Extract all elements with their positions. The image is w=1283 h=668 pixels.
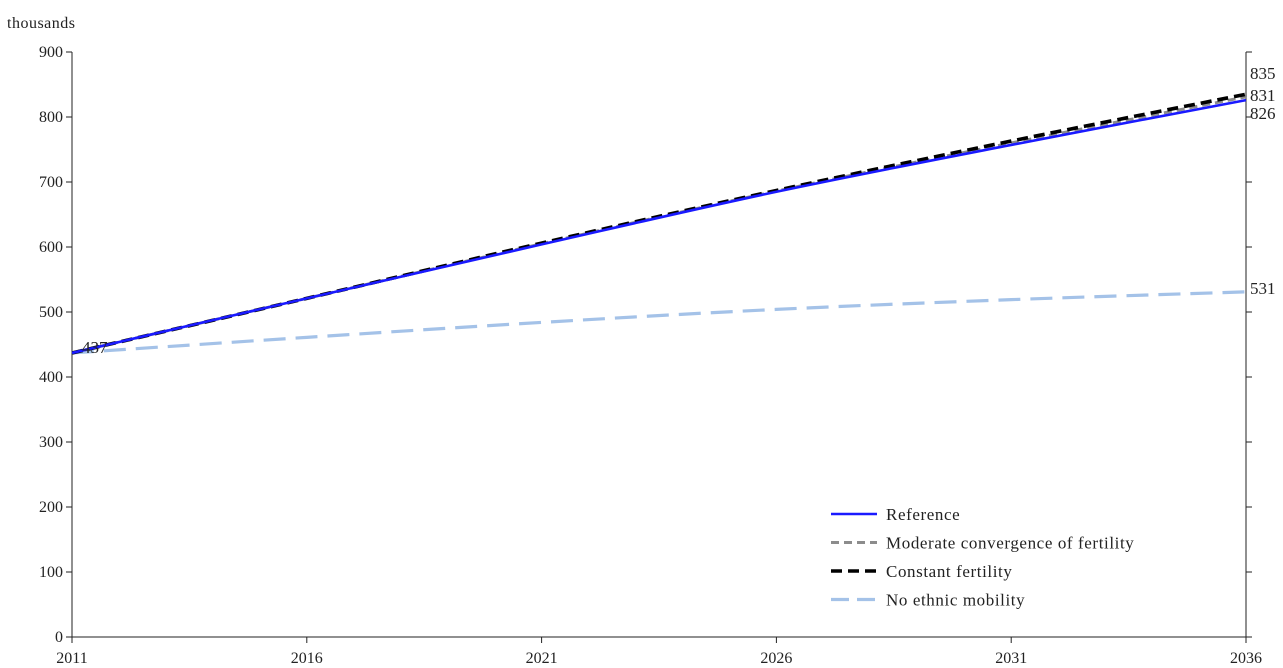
x-tick-label: 2021 [526,650,558,667]
x-tick-label: 2036 [1230,650,1262,667]
end-value-label: 831 [1250,86,1276,105]
y-unit-label: thousands [7,15,76,32]
y-tick-label: 700 [39,174,63,191]
y-tick-label: 400 [39,369,63,386]
x-tick-label: 2016 [291,650,323,667]
legend-label: Moderate convergence of fertility [886,534,1134,553]
y-tick-label: 600 [39,239,63,256]
y-tick-label: 500 [39,304,63,321]
legend-label: Reference [886,505,960,524]
y-tick-label: 100 [39,564,63,581]
y-tick-label: 300 [39,434,63,451]
legend: Reference Moderate convergence of fertili… [831,505,1134,610]
end-value-label: 826 [1250,104,1276,123]
x-tick-label: 2011 [56,650,87,667]
axes [66,51,1252,643]
end-value-label: 835 [1250,64,1276,83]
legend-label: Constant fertility [886,562,1012,581]
end-value-label: 531 [1250,279,1276,298]
series-line-reference [71,98,1247,355]
x-tick-label: 2026 [760,650,792,667]
y-tick-label: 200 [39,499,63,516]
tick-labels: 0 100 200 300 400 500 600 700 800 900 2011 2016 2021… [39,44,1262,667]
x-tick-label: 2031 [995,650,1027,667]
y-tick-label: 0 [55,629,63,646]
start-value-label: 437 [82,338,108,357]
series-lines [71,92,1247,355]
y-tick-label: 800 [39,109,63,126]
y-tick-label: 900 [39,44,63,61]
legend-label: No ethnic mobility [886,591,1025,610]
series-line-no-ethnic-mobility [71,290,1247,355]
